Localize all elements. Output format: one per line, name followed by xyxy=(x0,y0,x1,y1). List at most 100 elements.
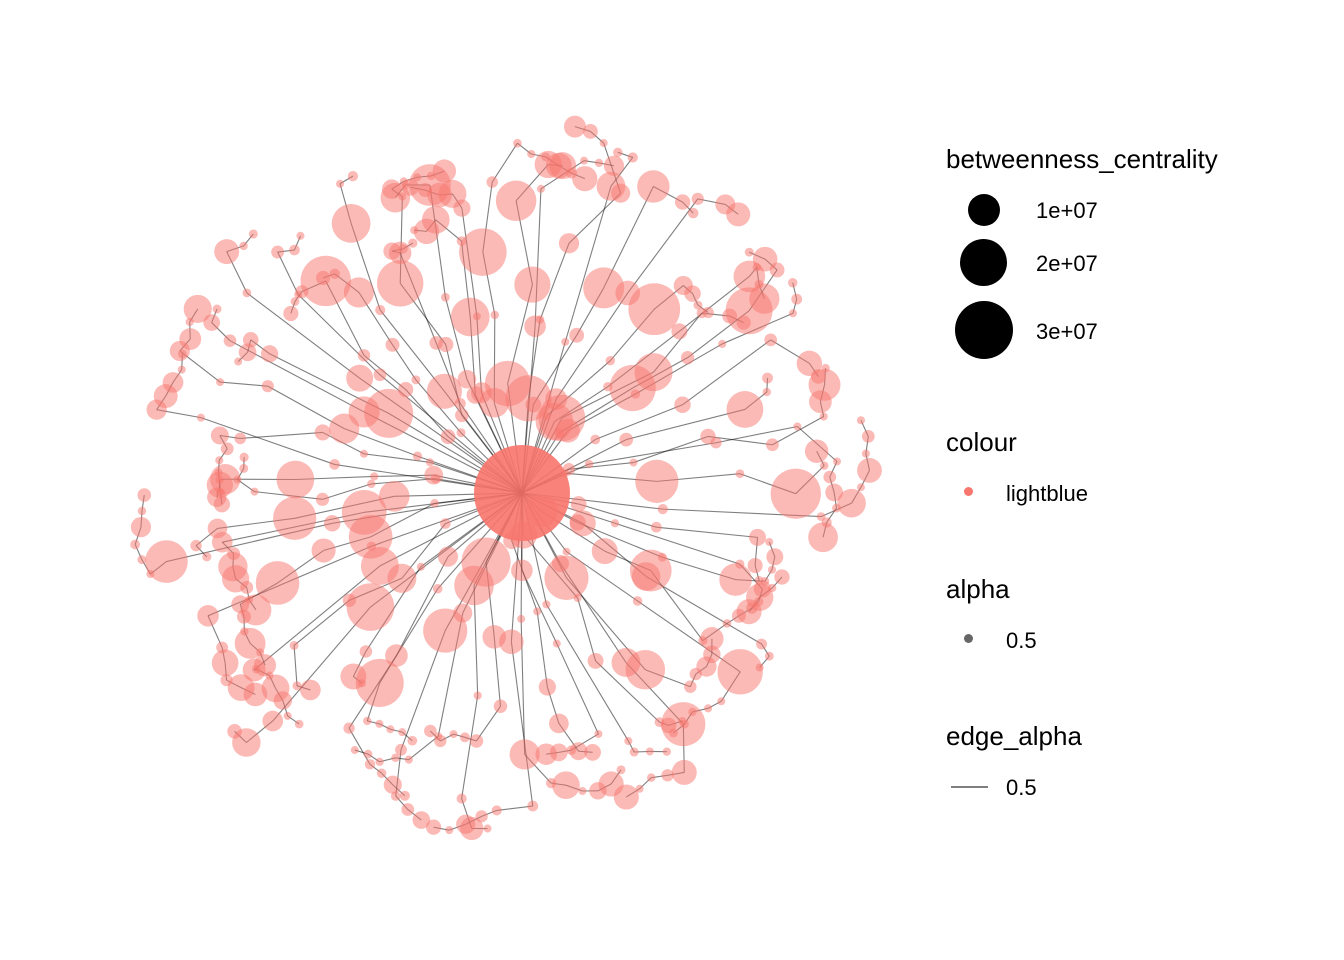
network-node xyxy=(402,178,419,196)
network-node xyxy=(290,297,300,306)
network-node xyxy=(696,307,707,319)
network-edge xyxy=(510,641,534,807)
network-node xyxy=(413,218,440,245)
network-node xyxy=(398,244,408,254)
legend-edge-alpha-key xyxy=(951,786,988,788)
network-node xyxy=(710,437,722,449)
legend-colour-title: colour xyxy=(946,427,1017,457)
legend-size-key-large xyxy=(955,301,1013,359)
network-node xyxy=(535,743,557,765)
legend-size-label: 2e+07 xyxy=(1036,251,1098,276)
network-node xyxy=(359,449,368,458)
network-node xyxy=(375,757,384,766)
network-node xyxy=(762,372,773,384)
network-edge xyxy=(322,483,372,500)
network-node xyxy=(416,562,425,571)
network-node xyxy=(825,483,844,502)
network-node xyxy=(455,408,469,423)
network-node xyxy=(457,369,477,389)
network-node xyxy=(370,472,379,481)
network-node xyxy=(684,285,701,302)
network-node xyxy=(398,381,414,398)
network-node xyxy=(837,488,866,518)
network-node xyxy=(808,368,841,401)
network-node xyxy=(671,323,688,340)
network-node xyxy=(717,649,763,695)
network-node xyxy=(609,364,656,412)
network-node xyxy=(331,203,371,243)
network-node xyxy=(271,245,285,259)
network-edge xyxy=(293,645,298,686)
network-node xyxy=(359,645,373,658)
network-node xyxy=(260,345,279,363)
network-node xyxy=(363,749,373,759)
network-edge xyxy=(534,188,542,327)
network-edge xyxy=(627,198,699,294)
network-edge xyxy=(577,597,597,662)
network-node xyxy=(343,722,355,734)
network-node xyxy=(788,309,797,318)
network-node xyxy=(391,753,400,763)
network-edge xyxy=(536,611,548,688)
network-edge xyxy=(374,474,434,477)
network-node xyxy=(262,710,284,732)
network-node xyxy=(764,333,778,347)
network-node xyxy=(598,771,624,797)
network-node xyxy=(660,717,677,734)
network-node xyxy=(599,139,608,148)
network-node xyxy=(613,147,623,158)
legend-alpha-label: 0.5 xyxy=(1006,628,1037,653)
network-node xyxy=(527,800,539,812)
legend-size-key-medium xyxy=(960,239,1007,286)
network-node xyxy=(722,619,732,628)
network-edge xyxy=(395,556,449,656)
network-node xyxy=(283,305,299,322)
network-node xyxy=(832,503,841,513)
network-node xyxy=(276,460,315,499)
network-node xyxy=(289,244,300,256)
network-node xyxy=(563,115,586,138)
network-edge xyxy=(772,416,824,446)
network-node xyxy=(472,312,481,321)
network-edge xyxy=(461,695,479,799)
network-node xyxy=(456,428,466,438)
network-edge xyxy=(348,727,371,765)
network-node xyxy=(731,608,746,623)
network-node xyxy=(261,380,274,393)
network-node xyxy=(383,242,401,260)
network-node xyxy=(591,538,618,565)
network-node xyxy=(426,373,462,409)
network-node xyxy=(469,734,484,748)
network-node xyxy=(375,719,384,728)
network-edge xyxy=(293,599,350,646)
network-node xyxy=(256,648,265,657)
network-node xyxy=(821,363,830,373)
network-node xyxy=(678,716,687,726)
legend-edge-alpha-title: edge_alpha xyxy=(946,721,1082,751)
network-node xyxy=(341,489,387,535)
network-node xyxy=(273,496,317,540)
network-node xyxy=(432,583,443,594)
network-edge xyxy=(682,339,772,406)
network-node xyxy=(552,771,580,800)
network-node xyxy=(423,608,468,653)
network-node xyxy=(210,426,229,445)
network-node xyxy=(130,539,141,550)
network-edge xyxy=(656,526,758,538)
network-node xyxy=(594,158,604,168)
network-node xyxy=(717,697,726,706)
network-node xyxy=(346,364,374,392)
network-node xyxy=(350,746,359,755)
network-node xyxy=(255,561,300,605)
network-node xyxy=(819,461,829,470)
network-node xyxy=(791,293,803,305)
network-node xyxy=(823,470,837,484)
network-node xyxy=(691,192,704,205)
network-node xyxy=(746,583,774,611)
network-node xyxy=(573,593,582,602)
network-node xyxy=(296,231,305,240)
network-node xyxy=(752,246,778,272)
network-node xyxy=(657,503,668,515)
network-node xyxy=(202,552,212,562)
